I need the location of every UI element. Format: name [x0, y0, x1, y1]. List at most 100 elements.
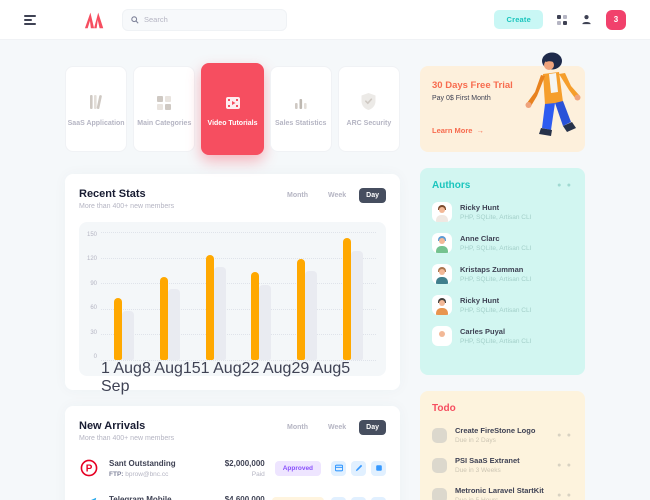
toggle-month[interactable]: Month — [286, 424, 308, 431]
y-tick-label: 0 — [93, 353, 97, 360]
todo-name[interactable]: PSI SaaS Extranet — [455, 456, 520, 465]
arrival-name[interactable]: Telegram Mobile — [109, 494, 172, 500]
telegram-logo — [79, 494, 99, 500]
bar-group — [338, 232, 368, 360]
bar-current — [159, 277, 168, 360]
details-button[interactable] — [331, 460, 346, 476]
app-logo[interactable] — [84, 11, 106, 29]
walking-person-illustration — [519, 52, 583, 152]
arrow-right-icon: → — [476, 126, 484, 135]
details-button[interactable] — [331, 496, 346, 500]
arrival-name[interactable]: Sant Outstanding — [109, 458, 176, 468]
gridline — [101, 360, 376, 361]
learn-more-link[interactable]: Learn More → — [432, 126, 484, 135]
author-name: Kristaps Zumman — [460, 265, 524, 274]
author-name: Carles Puyal — [460, 327, 506, 336]
create-button[interactable]: Create — [494, 10, 543, 29]
bar-current — [113, 297, 122, 360]
todo-item: Create FireStone Logo Due in 2 Days ● ● — [432, 426, 573, 444]
chart-plot-area — [101, 232, 376, 361]
author-avatar — [432, 326, 452, 346]
todo-checkbox[interactable] — [432, 487, 447, 500]
author-role: PHP, SQLite, Artisan CLI — [460, 338, 532, 345]
card-label: SaaS Application — [67, 119, 125, 127]
edit-button[interactable] — [351, 460, 366, 476]
todo-checkbox[interactable] — [432, 457, 447, 473]
search-bar[interactable] — [122, 8, 287, 31]
author-name: Ricky Hunt — [460, 203, 500, 212]
chart-x-axis: 1 Aug8 Aug151 Aug22 Aug29 Aug5 Sep — [101, 360, 376, 395]
authors-title: Authors — [432, 180, 471, 191]
card-main-categories[interactable]: Main Categories — [133, 66, 196, 152]
todo-checkbox[interactable] — [432, 427, 447, 443]
chart-y-axis: 150 120 90 60 30 0 — [85, 232, 101, 360]
delete-button[interactable] — [371, 460, 386, 476]
toggle-month[interactable]: Month — [286, 192, 308, 199]
y-tick-label: 30 — [90, 329, 97, 336]
bar-group — [292, 232, 322, 360]
card-sales-statistics[interactable]: Sales Statistics — [269, 66, 332, 152]
delete-button[interactable] — [371, 496, 386, 500]
card-label: Sales Statistics — [275, 119, 327, 127]
card-saas-application[interactable]: SaaS Application — [65, 66, 128, 152]
y-tick-label: 60 — [90, 305, 97, 312]
more-options-icon[interactable]: ● ● — [557, 461, 573, 469]
apps-grid-icon[interactable] — [557, 14, 567, 25]
todo-panel: Todo Create FireStone Logo Due in 2 Days… — [420, 391, 585, 500]
bar-group — [109, 232, 139, 360]
toggle-week[interactable]: Week — [327, 424, 347, 431]
author-avatar — [432, 264, 452, 284]
arrival-paid-note: Paid — [251, 470, 265, 478]
period-toggle-group: Month Week Day — [280, 188, 386, 203]
y-tick-label: 150 — [86, 232, 97, 238]
todo-title: Todo — [432, 403, 456, 414]
todo-name[interactable]: Metronic Laravel StartKit — [455, 486, 544, 495]
edit-button[interactable] — [351, 496, 366, 500]
bar-chart: 150 120 90 60 30 0 1 Aug8 Aug151 Aug22 Aug29 … — [79, 222, 386, 395]
period-toggle-group: Month Week Day — [280, 420, 386, 435]
new-arrivals-panel: New Arrivals More than 400+ new members … — [65, 406, 400, 500]
user-icon[interactable] — [581, 14, 592, 25]
more-options-icon[interactable]: ● ● — [557, 182, 573, 189]
bar-previous — [167, 289, 180, 360]
author-row[interactable]: Ricky Hunt PHP, SQLite, Artisan CLI — [432, 202, 573, 222]
author-row[interactable]: Kristaps Zumman PHP, SQLite, Artisan CLI — [432, 264, 573, 284]
bar-current — [205, 255, 214, 360]
status-badge: Approved — [274, 460, 322, 476]
arrival-amount: $4,600,000 — [224, 494, 265, 500]
menu-toggle-icon[interactable] — [24, 13, 38, 27]
todo-item: PSI SaaS Extranet Due in 3 Weeks ● ● — [432, 456, 573, 474]
search-input[interactable] — [144, 15, 278, 24]
bar-previous — [259, 284, 272, 360]
card-label: ARC Security — [346, 119, 392, 127]
pinterest-logo: P — [79, 458, 99, 478]
toggle-day[interactable]: Day — [359, 188, 386, 203]
card-video-tutorials[interactable]: Video Tutorials — [201, 63, 264, 155]
arrival-row: Telegram Mobile FTP: bprow@bnc.cc $4,600… — [79, 494, 386, 500]
author-role: PHP, SQLite, Artisan CLI — [460, 245, 532, 252]
card-arc-security[interactable]: ARC Security — [337, 66, 401, 152]
notification-badge[interactable]: 3 — [606, 9, 626, 30]
bar-previous — [305, 271, 318, 360]
search-icon — [131, 15, 139, 24]
bar-group — [155, 232, 185, 360]
x-tick-label: 29 Aug — [291, 360, 342, 377]
bar-chart-icon — [293, 89, 309, 111]
bar-previous — [351, 250, 364, 360]
todo-due: Due in 2 Days — [455, 437, 496, 444]
ftp-value: bprow@bnc.cc — [125, 470, 169, 478]
author-row[interactable]: Ricky Hunt PHP, SQLite, Artisan CLI — [432, 295, 573, 315]
todo-name[interactable]: Create FireStone Logo — [455, 426, 536, 435]
more-options-icon[interactable]: ● ● — [557, 431, 573, 439]
x-tick-label: 22 Aug — [241, 360, 292, 377]
toggle-week[interactable]: Week — [327, 192, 347, 199]
gridline — [101, 334, 376, 336]
author-avatar — [432, 202, 452, 222]
author-row[interactable]: Carles Puyal PHP, SQLite, Artisan CLI — [432, 326, 573, 346]
author-name: Anne Clarc — [460, 234, 500, 243]
toggle-day[interactable]: Day — [359, 420, 386, 435]
author-avatar — [432, 295, 452, 315]
bar-group — [201, 232, 231, 360]
author-row[interactable]: Anne Clarc PHP, SQLite, Artisan CLI — [432, 233, 573, 253]
more-options-icon[interactable]: ● ● — [557, 491, 573, 499]
